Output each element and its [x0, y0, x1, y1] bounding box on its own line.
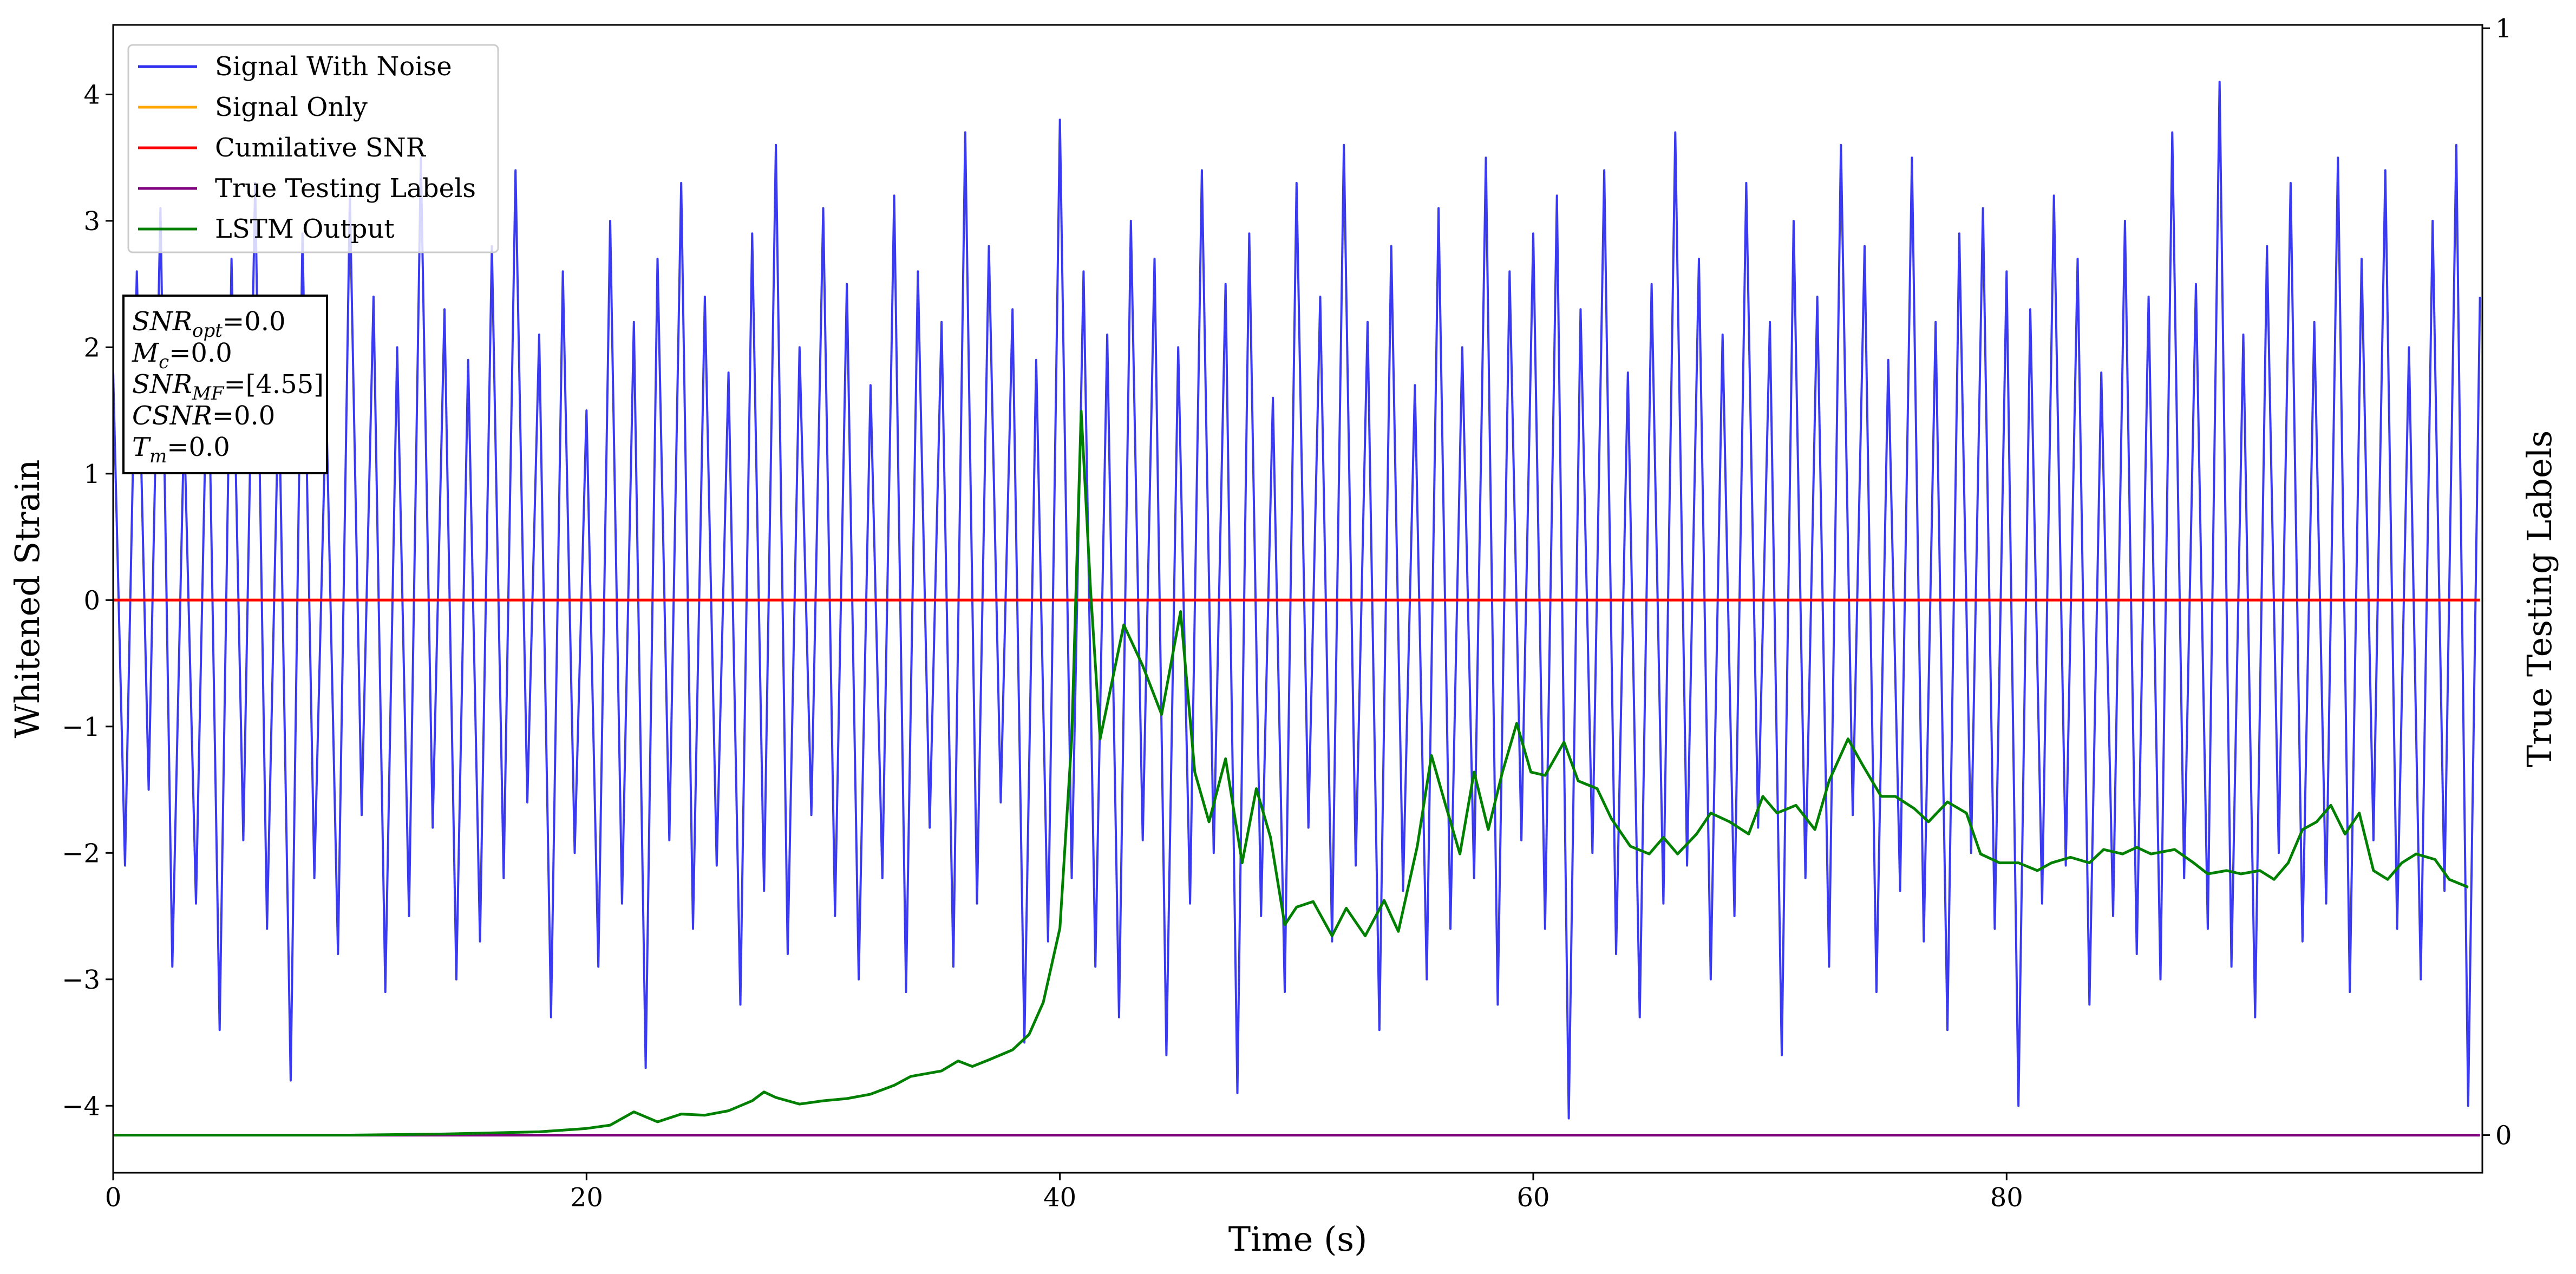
y-axis-label: Whitened Strain	[8, 460, 47, 739]
legend-label: Signal With Noise	[215, 51, 452, 82]
annotation-part: CSNR	[132, 401, 212, 431]
y-tick-label: −2	[62, 838, 100, 868]
series-line	[113, 81, 2481, 1120]
annotation-part: m	[149, 446, 167, 467]
y-tick-label: 0	[83, 585, 100, 616]
annotation-part: =[4.55]	[224, 369, 324, 400]
y2-tick-label: 1	[2495, 14, 2512, 44]
plot-area	[113, 81, 2481, 1136]
annotation-line: SNRopt=0.0	[132, 306, 286, 342]
y-tick-label: 1	[83, 459, 100, 489]
annotation-part: opt	[192, 320, 223, 342]
annotation-part: SNR	[132, 306, 192, 337]
legend-label: Signal Only	[215, 92, 368, 122]
legend-label: LSTM Output	[215, 214, 395, 244]
annotation-part: =0.0	[223, 306, 286, 337]
x-tick-label: 60	[1516, 1182, 1549, 1213]
annotation-line: CSNR=0.0	[132, 401, 275, 431]
y-tick-label: 2	[83, 332, 100, 363]
annotation-part: T	[132, 432, 151, 462]
x-tick-label: 0	[105, 1182, 122, 1213]
annotation-part: c	[159, 351, 169, 373]
annotation-part: SNR	[132, 369, 192, 400]
annotation-part: =0.0	[169, 338, 232, 368]
annotation-part: M	[132, 338, 160, 368]
y-tick-label: −4	[62, 1091, 100, 1121]
annotation-part: =0.0	[212, 401, 276, 431]
y2-axis-label: True Testing Labels	[2520, 430, 2559, 768]
annotation-line: Mc=0.0	[132, 338, 232, 373]
plot-frame	[112, 24, 2483, 1174]
legend-label: Cumilative SNR	[215, 133, 427, 163]
annotation-part: =0.0	[167, 432, 230, 462]
y-tick-label: −3	[62, 965, 100, 995]
y2-tick-label: 0	[2495, 1120, 2512, 1151]
y-tick-label: −1	[62, 712, 100, 742]
x-tick-label: 40	[1043, 1182, 1076, 1213]
x-tick-label: 20	[570, 1182, 603, 1213]
legend-box	[127, 44, 499, 253]
annotation-part: MF	[192, 383, 225, 404]
x-axis-label: Time (s)	[1228, 1219, 1368, 1259]
series-line	[113, 410, 2469, 1136]
annotation-line: SNRMF=[4.55]	[132, 369, 324, 404]
y-tick-label: 4	[83, 80, 100, 110]
annotation-line: Tm=0.0	[132, 432, 230, 467]
annotation-box	[122, 295, 328, 474]
y-tick-label: 3	[83, 206, 100, 237]
x-tick-label: 80	[1990, 1182, 2023, 1213]
legend-label: True Testing Labels	[215, 173, 476, 204]
